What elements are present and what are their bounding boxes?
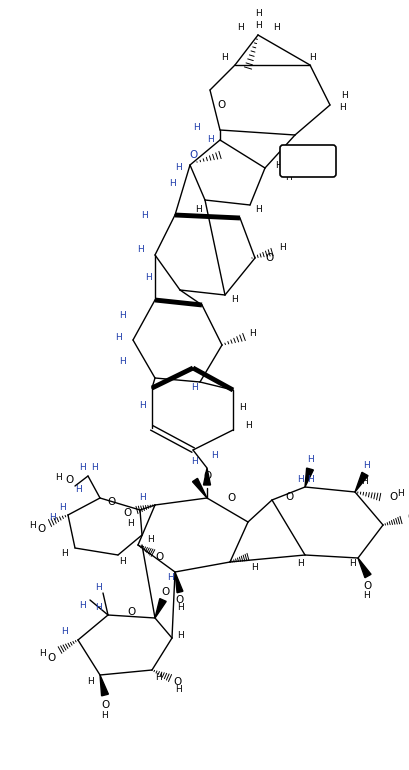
Text: H: H (139, 494, 146, 503)
Text: H: H (101, 711, 108, 719)
Text: H: H (255, 21, 261, 29)
Text: H: H (192, 383, 198, 393)
Text: H: H (255, 206, 261, 215)
Text: O: O (189, 150, 197, 160)
Text: H: H (192, 457, 198, 467)
Text: O: O (407, 512, 409, 522)
Text: H: H (339, 103, 345, 112)
Text: H: H (211, 450, 218, 460)
Text: H: H (307, 454, 313, 464)
Text: O: O (128, 607, 136, 617)
Polygon shape (100, 675, 108, 696)
Text: O: O (156, 552, 164, 562)
Text: H: H (62, 548, 68, 557)
Text: H: H (175, 162, 181, 172)
Polygon shape (355, 472, 368, 492)
Text: H: H (350, 558, 356, 567)
Text: O: O (389, 492, 397, 502)
Text: H: H (193, 122, 200, 132)
Text: O: O (38, 524, 46, 534)
Text: H: H (274, 160, 281, 169)
Polygon shape (305, 468, 313, 487)
Text: H: H (363, 591, 369, 601)
Text: H: H (155, 674, 162, 682)
Text: H: H (169, 179, 175, 188)
Polygon shape (155, 598, 166, 618)
Text: O: O (228, 493, 236, 503)
Text: O: O (123, 508, 131, 518)
Polygon shape (358, 558, 371, 578)
Text: H: H (297, 476, 303, 484)
Text: H: H (94, 582, 101, 591)
Text: O: O (174, 677, 182, 687)
Text: O: O (176, 595, 184, 605)
Text: H: H (74, 486, 81, 494)
Text: H: H (195, 206, 201, 215)
Text: H: H (252, 564, 258, 573)
Text: AβS: AβS (298, 156, 318, 166)
Text: H: H (137, 246, 144, 255)
Text: H: H (237, 22, 243, 32)
Text: H: H (119, 557, 126, 567)
Text: H: H (207, 136, 213, 145)
Text: H: H (307, 476, 313, 484)
Text: H: H (168, 574, 174, 582)
Text: H: H (142, 210, 148, 219)
Text: O: O (48, 653, 56, 663)
FancyBboxPatch shape (280, 145, 336, 177)
Text: H: H (29, 521, 36, 530)
Text: O: O (266, 253, 274, 263)
Text: H: H (94, 602, 101, 611)
Text: O: O (108, 497, 116, 507)
Text: O: O (364, 581, 372, 591)
Text: H: H (87, 678, 93, 687)
Text: H: H (139, 400, 145, 410)
Text: H: H (280, 243, 286, 253)
Text: H: H (285, 173, 291, 182)
Text: H: H (92, 464, 99, 473)
Text: H: H (222, 53, 228, 62)
Text: H: H (115, 333, 121, 343)
Text: O: O (286, 492, 294, 502)
Text: O: O (203, 471, 211, 481)
Text: H: H (310, 53, 317, 62)
Text: H: H (146, 535, 153, 544)
Polygon shape (175, 572, 183, 593)
Text: H: H (79, 464, 85, 473)
Polygon shape (204, 468, 211, 485)
Text: H: H (58, 504, 65, 513)
Text: H: H (49, 514, 55, 523)
Text: H: H (62, 628, 68, 637)
Text: H: H (177, 604, 183, 612)
Text: H: H (297, 558, 303, 567)
Text: H: H (255, 9, 261, 18)
Text: H: H (119, 310, 126, 320)
Text: H: H (127, 518, 133, 527)
Text: H: H (245, 420, 252, 430)
Text: H: H (175, 685, 181, 695)
Text: H: H (362, 477, 369, 487)
Polygon shape (193, 478, 207, 498)
Text: H: H (342, 91, 348, 99)
Text: H: H (55, 474, 61, 483)
Text: O: O (218, 100, 226, 110)
Text: H: H (398, 490, 405, 498)
Text: H: H (231, 296, 238, 304)
Text: H: H (177, 631, 183, 640)
Text: O: O (161, 587, 169, 597)
Text: H: H (273, 22, 279, 32)
Text: H: H (145, 273, 151, 283)
Text: H: H (249, 329, 255, 337)
Text: O: O (101, 700, 109, 710)
Text: H: H (80, 601, 86, 610)
Text: H: H (240, 403, 246, 413)
Text: H: H (119, 357, 126, 367)
Text: H: H (38, 650, 45, 658)
Text: O: O (66, 475, 74, 485)
Text: H: H (364, 461, 371, 470)
